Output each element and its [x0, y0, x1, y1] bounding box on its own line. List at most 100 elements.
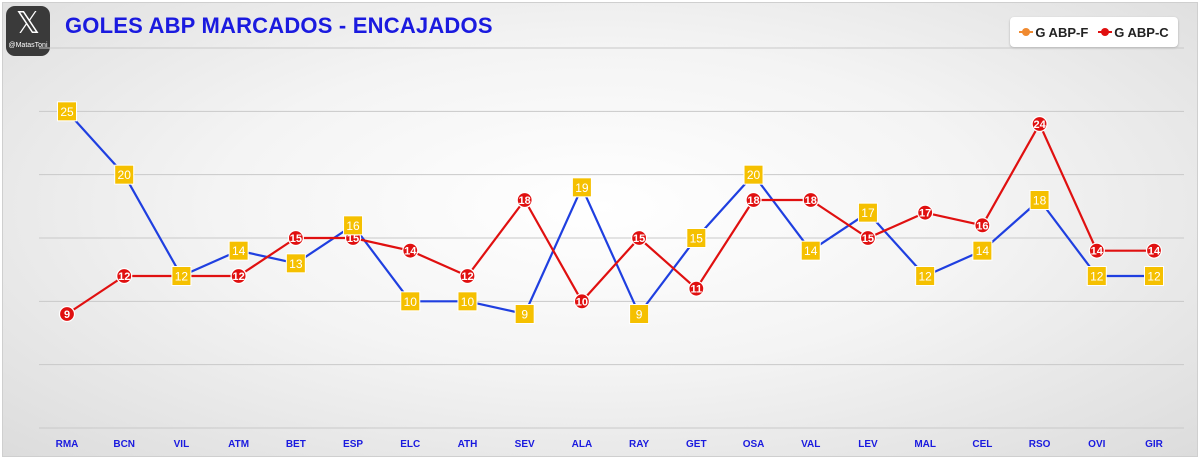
data-label-f: 9	[636, 308, 643, 322]
x-tick-label: MAL	[914, 439, 936, 450]
point-marker-f	[114, 164, 135, 185]
data-label-f: 17	[861, 206, 875, 220]
x-tick-label: ATH	[458, 439, 478, 450]
data-label-f: 10	[404, 295, 418, 309]
point-marker-f	[400, 291, 421, 312]
x-tick-label: VIL	[174, 439, 190, 450]
x-tick-label: VAL	[801, 439, 820, 450]
legend-item-f: G ABP-F	[1019, 25, 1088, 40]
point-marker-f	[285, 253, 306, 274]
data-label-f: 12	[1147, 270, 1161, 284]
data-label-f: 20	[118, 168, 132, 182]
data-label-f: 9	[521, 308, 528, 322]
point-marker-c	[974, 217, 991, 234]
x-logo-badge: 𝕏 @MatasToni	[6, 6, 50, 56]
point-marker-c	[917, 204, 934, 221]
point-marker-f	[857, 202, 878, 223]
series-line-c	[66, 122, 1154, 315]
data-label-f: 15	[690, 232, 704, 246]
point-marker-f	[514, 304, 535, 324]
x-tick-label: GET	[686, 439, 707, 450]
chart-legend: G ABP-F G ABP-C	[1010, 17, 1178, 47]
point-marker-f	[57, 101, 77, 122]
data-label-f: 14	[976, 244, 990, 258]
legend-label-f: G ABP-F	[1035, 24, 1089, 40]
x-tick-label: BCN	[113, 439, 135, 450]
point-marker-c	[1145, 242, 1163, 259]
data-label-c: 15	[290, 233, 302, 245]
point-marker-f	[629, 304, 650, 324]
data-label-f: 20	[747, 168, 761, 182]
data-label-f: 12	[1090, 270, 1104, 284]
author-handle: @MatasToni	[8, 42, 48, 49]
data-label-f: 14	[804, 244, 818, 258]
data-label-c: 15	[347, 233, 359, 245]
data-label-c: 18	[519, 195, 531, 207]
point-marker-f	[171, 266, 192, 286]
x-tick-label: RMA	[56, 439, 79, 450]
data-label-c: 9	[64, 309, 70, 321]
point-marker-f	[1029, 190, 1050, 210]
legend-marker-c	[1098, 28, 1113, 36]
point-marker-c	[859, 229, 877, 247]
x-tick-label: ATM	[228, 439, 249, 450]
data-label-f: 16	[346, 219, 360, 233]
x-tick-label: OSA	[743, 439, 765, 450]
data-label-c: 18	[805, 195, 817, 207]
point-marker-f	[571, 177, 592, 198]
point-marker-f	[743, 164, 764, 185]
point-marker-c	[116, 267, 133, 285]
data-label-f: 25	[60, 105, 74, 119]
point-marker-c	[459, 267, 476, 285]
x-tick-label: RSO	[1029, 439, 1051, 450]
x-logo-icon: 𝕏	[15, 6, 41, 41]
point-marker-f	[1144, 266, 1164, 286]
data-label-f: 14	[232, 244, 246, 258]
data-label-f: 18	[1033, 194, 1047, 208]
point-marker-c	[287, 229, 304, 247]
data-label-f: 19	[575, 181, 589, 195]
data-label-c: 15	[862, 233, 874, 245]
x-tick-label: BET	[286, 439, 306, 450]
x-tick-label: LEV	[858, 439, 878, 450]
data-label-f: 13	[289, 257, 303, 271]
data-label-f: 12	[918, 270, 932, 284]
data-label-c: 12	[118, 271, 130, 283]
point-marker-c	[402, 242, 419, 259]
data-label-c: 24	[1033, 119, 1046, 131]
point-marker-f	[1086, 266, 1107, 286]
series-line-f	[66, 110, 1154, 316]
x-tick-label: RAY	[629, 439, 650, 450]
x-tick-label: ESP	[343, 439, 363, 450]
point-marker-c	[573, 293, 590, 310]
point-marker-f	[343, 215, 364, 236]
data-label-c: 12	[233, 271, 245, 283]
x-tick-label: GIR	[1145, 439, 1164, 450]
data-label-c: 10	[576, 296, 588, 308]
legend-marker-f	[1019, 28, 1034, 36]
point-marker-c	[516, 191, 533, 209]
data-label-f: 10	[461, 295, 475, 309]
x-tick-label: CEL	[972, 439, 992, 450]
legend-item-c: G ABP-C	[1098, 24, 1169, 40]
point-marker-f	[228, 240, 249, 261]
point-marker-f	[457, 291, 478, 312]
x-tick-label: OVI	[1088, 439, 1105, 450]
point-marker-c	[230, 267, 247, 285]
data-label-c: 14	[1148, 246, 1161, 258]
chart-title: GOLES ABP MARCADOS - ENCAJADOS	[65, 13, 493, 38]
point-marker-c	[1088, 242, 1105, 259]
point-marker-c	[1031, 115, 1048, 133]
point-marker-c	[58, 305, 76, 323]
data-label-c: 15	[633, 233, 645, 245]
legend-label-c: G ABP-C	[1114, 24, 1169, 40]
line-chart: RMA BCN VIL ATM BET ESP ELC ATH SEV ALA RAY GET OSA V…	[39, 47, 1184, 450]
point-marker-c	[745, 191, 762, 209]
data-label-c: 14	[404, 246, 417, 258]
data-label-c: 14	[1091, 246, 1104, 258]
x-tick-label: ELC	[400, 439, 420, 450]
data-label-f: 12	[175, 270, 189, 284]
data-label-c: 16	[976, 220, 988, 232]
data-label-c: 11	[690, 284, 702, 296]
